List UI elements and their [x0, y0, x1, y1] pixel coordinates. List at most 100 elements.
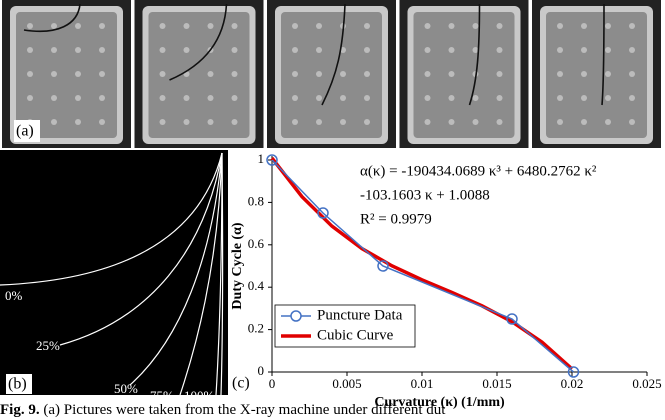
panel-b-background	[0, 150, 228, 395]
xray-dot	[99, 23, 105, 29]
y-axis-label: Duty Cycle (α)	[230, 222, 245, 309]
panel-label: (b)	[8, 376, 27, 393]
xray-dot	[27, 47, 33, 53]
xray-plate	[148, 12, 250, 138]
xray-dot	[51, 23, 57, 29]
xray-dot	[207, 95, 214, 101]
xray-dot	[496, 95, 503, 101]
x-tick-label: 0.02	[561, 376, 584, 391]
xray-dot	[292, 47, 298, 53]
curve-label: 25%	[36, 338, 60, 353]
xray-dot	[292, 119, 298, 125]
xray-dot	[448, 47, 455, 53]
xray-dot	[557, 119, 563, 125]
xray-dot	[340, 71, 346, 77]
legend-label: Cubic Curve	[317, 327, 394, 343]
x-tick-label: 0.005	[332, 376, 361, 391]
xray-dot	[424, 47, 431, 53]
needle-curve	[129, 152, 223, 386]
xray-dot	[424, 23, 431, 29]
xray-dot	[364, 119, 370, 125]
xray-dot	[605, 119, 611, 125]
xray-dot	[605, 47, 611, 53]
xray-dot	[496, 23, 503, 29]
data-point	[506, 313, 518, 325]
xray-dot	[51, 47, 57, 53]
xray-dot	[424, 71, 431, 77]
y-tick-label: 0.2	[248, 321, 264, 336]
needle	[321, 3, 346, 106]
legend-label: Puncture Data	[317, 307, 403, 323]
xray-dot	[448, 119, 455, 125]
x-tick-label: 0.015	[482, 376, 511, 391]
needle-curve	[179, 152, 223, 396]
xray-dot	[159, 23, 166, 29]
needle	[169, 3, 228, 81]
xray-dot	[183, 119, 190, 125]
data-point	[266, 154, 278, 166]
xray-image	[134, 0, 264, 148]
needle	[23, 3, 81, 32]
xray-dot	[605, 71, 611, 77]
xray-dot	[207, 71, 214, 77]
needle	[601, 3, 605, 106]
xray-dot	[75, 95, 81, 101]
xray-dot	[605, 23, 611, 29]
x-axis-label: Curvature (κ) (1/mm)	[374, 395, 505, 410]
xray-dot	[496, 47, 503, 53]
needle-curves	[0, 152, 224, 396]
xray-dot	[292, 23, 298, 29]
xray-dot	[472, 23, 479, 29]
xray-dot	[364, 71, 370, 77]
xray-plate	[413, 12, 515, 138]
needle-curve	[59, 152, 223, 346]
caption-text: (a) Pictures were taken from the X-ray m…	[43, 402, 446, 418]
xray-dot	[51, 119, 57, 125]
xray-dot	[99, 71, 105, 77]
needle-curve	[0, 152, 223, 286]
series-line	[271, 159, 574, 373]
xray-dot	[99, 119, 105, 125]
xray-dot	[448, 95, 455, 101]
x-tick-label: 0.025	[632, 376, 661, 391]
xray-dot	[231, 71, 238, 77]
xray-dot	[448, 23, 455, 29]
xray-dot	[27, 71, 33, 77]
xray-dot	[99, 47, 105, 53]
label-box	[6, 374, 32, 394]
xray-dot	[629, 119, 635, 125]
xray-dot	[159, 95, 166, 101]
xray-dot	[75, 119, 81, 125]
xray-dot	[292, 95, 298, 101]
xray-dot	[605, 95, 611, 101]
xray-dot	[231, 23, 238, 29]
xray-dot	[629, 71, 635, 77]
xray-dot	[581, 47, 587, 53]
xray-strip	[2, 0, 661, 148]
equation: α(κ) = -190434.0689 κ³ + 6480.2762 κ²	[360, 163, 597, 179]
xray-dot	[629, 47, 635, 53]
xray-dot	[424, 119, 431, 125]
xray-dot	[557, 95, 563, 101]
data-point	[377, 260, 389, 272]
needle-curve	[220, 152, 224, 396]
xray-dot	[207, 119, 214, 125]
xray-dot	[75, 71, 81, 77]
caption: Fig. 9. (a) Pictures were taken from the…	[0, 402, 446, 418]
curve-label: 0%	[5, 288, 23, 303]
xray-dot	[472, 95, 479, 101]
caption-label: Fig. 9.	[0, 402, 40, 418]
chart: 0 0.2 0.4 0.6 0.8 1 0 0.005 0.01 0.015 0.02 0.025 Cu…	[230, 151, 661, 410]
y-tick-label: 1	[258, 151, 265, 166]
xray-dot	[27, 23, 33, 29]
xray-image	[532, 0, 661, 148]
xray-dot	[557, 47, 563, 53]
xray-dot	[472, 119, 479, 125]
xray-dot	[581, 23, 587, 29]
curve-label: 50%	[114, 381, 138, 396]
xray-image	[2, 0, 131, 148]
xray-dot	[183, 95, 190, 101]
xray-dot	[364, 23, 370, 29]
xray-dot	[159, 119, 166, 125]
